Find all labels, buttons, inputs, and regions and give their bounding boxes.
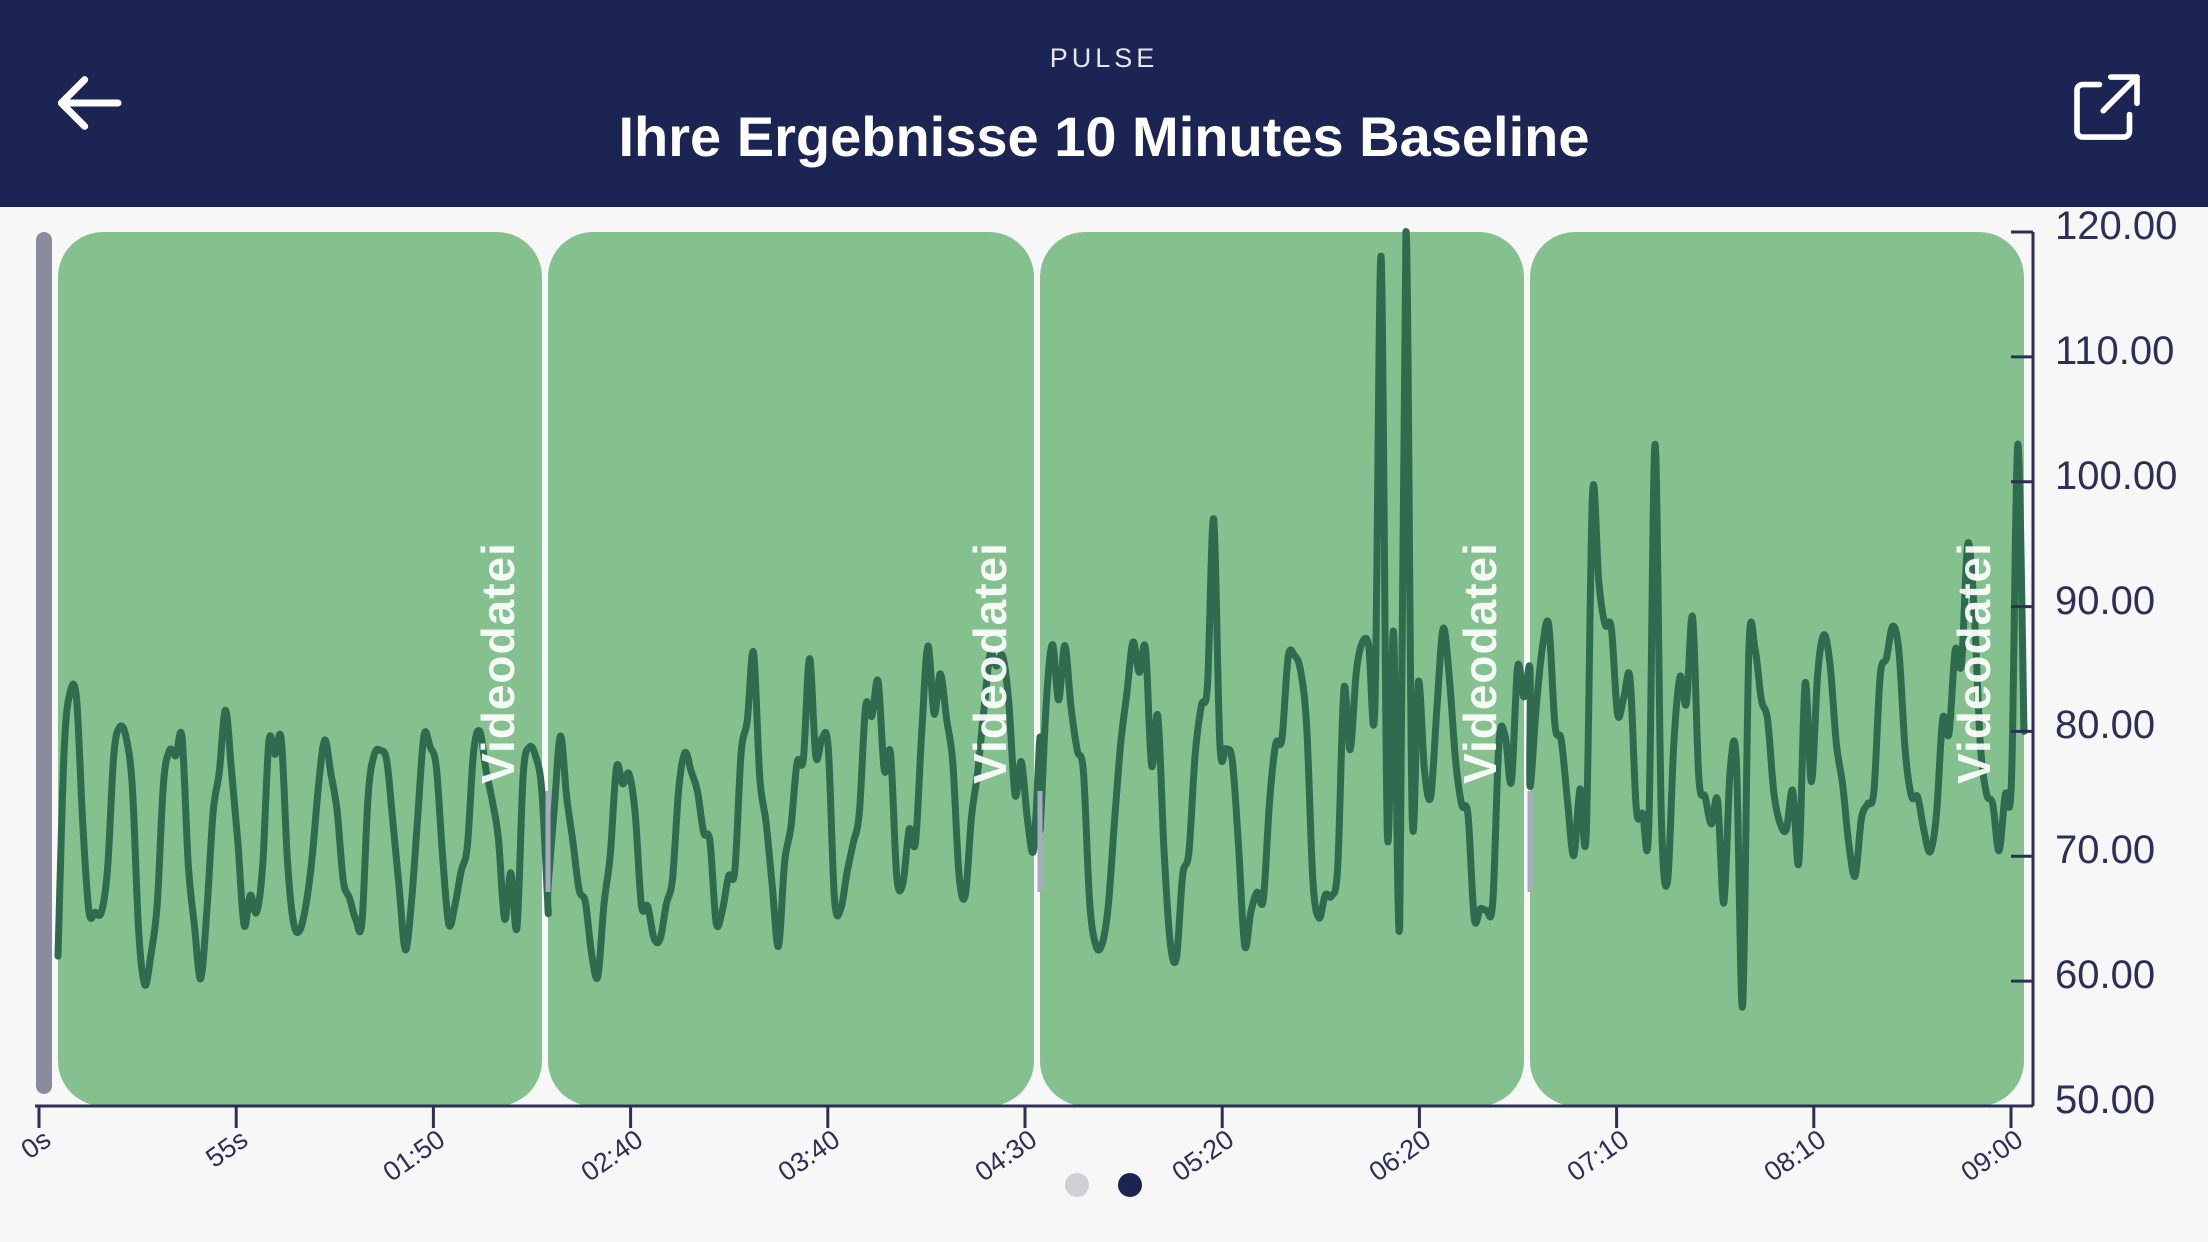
- svg-text:Videodatei: Videodatei: [1948, 542, 2000, 784]
- svg-text:Videodatei: Videodatei: [472, 542, 524, 784]
- svg-text:Videodatei: Videodatei: [1454, 542, 1506, 784]
- svg-text:Videodatei: Videodatei: [964, 542, 1016, 784]
